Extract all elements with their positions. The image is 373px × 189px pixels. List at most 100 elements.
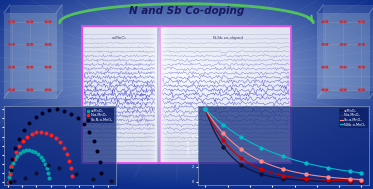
N-α-MnO₂ xyxy=(8,165,14,168)
Circle shape xyxy=(344,44,346,45)
α-MnO₂ xyxy=(23,149,29,152)
Point xyxy=(258,168,264,171)
FancyBboxPatch shape xyxy=(82,26,157,163)
Point xyxy=(73,173,79,176)
Sb,N-α-MnO₂ xyxy=(7,180,13,183)
Circle shape xyxy=(29,44,31,45)
Point xyxy=(22,177,28,180)
Point xyxy=(358,178,364,181)
α-MnO₂ xyxy=(42,162,48,165)
Circle shape xyxy=(27,89,29,91)
Text: N,Sb co-doped: N,Sb co-doped xyxy=(213,36,242,40)
Circle shape xyxy=(47,21,49,22)
Circle shape xyxy=(30,44,33,45)
Text: N and Sb Co-doping: N and Sb Co-doping xyxy=(129,6,244,16)
Point xyxy=(280,155,286,158)
α-MnO₂ xyxy=(254,171,259,174)
Sb,N-α-MnO₂ xyxy=(26,121,32,124)
Point xyxy=(325,176,331,179)
Point xyxy=(325,179,331,182)
N-α-MnO₂ xyxy=(203,108,208,111)
Circle shape xyxy=(27,67,29,68)
α-MnO₂ xyxy=(265,175,269,177)
Circle shape xyxy=(12,44,15,45)
Circle shape xyxy=(344,89,346,91)
Circle shape xyxy=(9,89,11,91)
N,Sb-α-MnO₂ xyxy=(291,159,296,161)
Sb,N-α-MnO₂ xyxy=(97,160,103,163)
Circle shape xyxy=(358,67,361,68)
Circle shape xyxy=(324,89,326,90)
α-MnO₂ xyxy=(20,150,26,153)
Circle shape xyxy=(48,44,51,45)
Sb,N-α-MnO₂ xyxy=(98,171,104,174)
Circle shape xyxy=(30,21,33,22)
Point xyxy=(45,164,51,167)
Point xyxy=(203,108,209,111)
α-MnO₂ xyxy=(46,176,51,179)
Circle shape xyxy=(361,21,362,22)
Line: α-MnO₂: α-MnO₂ xyxy=(206,109,361,182)
N-α-MnO₂ xyxy=(64,152,70,155)
Circle shape xyxy=(45,67,48,68)
Circle shape xyxy=(12,89,15,91)
N-α-MnO₂ xyxy=(332,179,336,182)
N-α-MnO₂ xyxy=(34,131,40,134)
α-MnO₂ xyxy=(6,180,12,183)
N-α-MnO₂ xyxy=(13,151,19,154)
N-α-MnO₂ xyxy=(311,178,316,180)
α-MnO₂ xyxy=(29,149,35,152)
α-MnO₂ xyxy=(35,152,41,155)
α-MnO₂ xyxy=(6,175,12,178)
N-α-MnO₂ xyxy=(291,176,296,178)
N-α-MnO₂ xyxy=(57,141,63,144)
Sb,N-α-MnO₂ xyxy=(9,157,15,160)
N-α-MnO₂ xyxy=(285,175,289,177)
N,Sb-α-MnO₂ xyxy=(311,164,316,166)
N-α-MnO₂ xyxy=(6,180,12,183)
Sb,N-α-MnO₂ xyxy=(54,108,60,111)
Sb-α-MnO₂ xyxy=(254,158,259,160)
Circle shape xyxy=(9,67,11,68)
FancyBboxPatch shape xyxy=(317,13,369,98)
Point xyxy=(358,180,364,183)
Circle shape xyxy=(325,21,328,22)
Circle shape xyxy=(340,21,343,22)
Circle shape xyxy=(45,89,48,91)
N-α-MnO₂ xyxy=(359,180,364,182)
Point xyxy=(303,161,309,164)
Point xyxy=(90,177,96,180)
α-MnO₂ xyxy=(44,167,50,170)
Circle shape xyxy=(45,21,48,22)
Circle shape xyxy=(47,44,49,45)
Circle shape xyxy=(344,67,346,68)
Circle shape xyxy=(325,44,328,45)
Line: Sb-α-MnO₂: Sb-α-MnO₂ xyxy=(206,109,361,180)
Circle shape xyxy=(362,89,364,91)
Circle shape xyxy=(361,44,362,45)
Circle shape xyxy=(362,21,364,22)
Circle shape xyxy=(30,67,33,68)
Point xyxy=(325,180,331,183)
Point xyxy=(258,146,264,149)
α-MnO₂ xyxy=(32,150,38,153)
N,Sb-α-MnO₂ xyxy=(359,172,364,174)
Point xyxy=(358,180,364,183)
Point xyxy=(258,173,264,176)
Circle shape xyxy=(9,44,11,45)
Sb,N-α-MnO₂ xyxy=(75,117,81,120)
Circle shape xyxy=(11,44,12,45)
Sb-α-MnO₂ xyxy=(265,163,269,165)
Sb,N-α-MnO₂ xyxy=(21,129,27,132)
Circle shape xyxy=(30,89,33,91)
Sb-α-MnO₂ xyxy=(203,108,208,111)
N-α-MnO₂ xyxy=(66,159,72,162)
α-MnO₂ xyxy=(8,166,14,169)
Point xyxy=(220,145,226,148)
Circle shape xyxy=(340,67,343,68)
Point xyxy=(347,170,353,173)
N-α-MnO₂ xyxy=(43,131,49,134)
FancyBboxPatch shape xyxy=(323,5,373,90)
Point xyxy=(280,174,286,177)
Legend: α-MnO₂, N-α-MnO₂, Sb,N-α-MnO₂: α-MnO₂, N-α-MnO₂, Sb,N-α-MnO₂ xyxy=(86,108,114,123)
